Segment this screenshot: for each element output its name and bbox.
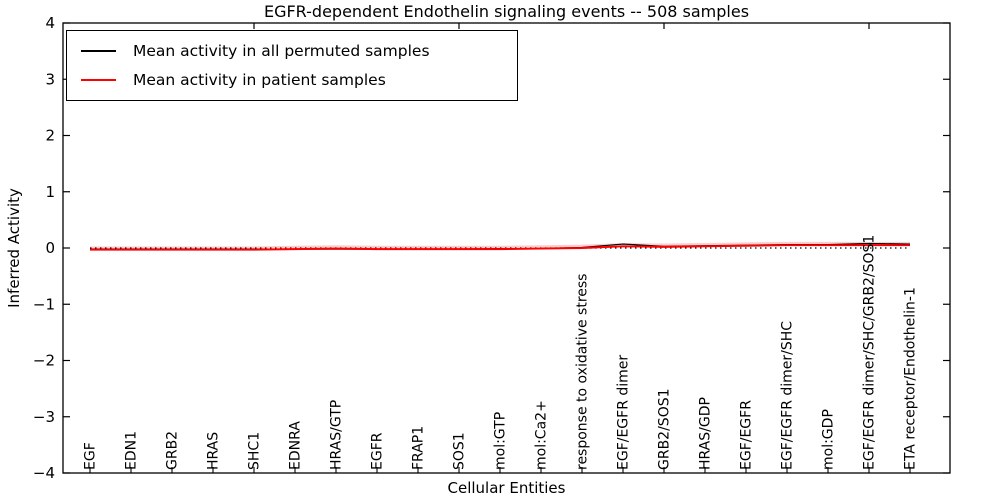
- x-tick-label: SHC1: [247, 432, 263, 470]
- y-tick-label: 3: [45, 70, 55, 88]
- legend-item-patient: Mean activity in patient samples: [67, 65, 517, 94]
- x-tick-label: mol:GDP: [821, 409, 837, 470]
- y-tick-label: 4: [45, 14, 55, 32]
- y-tick-label: 2: [45, 127, 55, 145]
- x-tick-label: EGF/EGFR dimer/SHC: [780, 321, 796, 470]
- x-tick-label: EDN1: [124, 431, 140, 470]
- x-tick-label: GRB2: [165, 431, 181, 470]
- x-tick-label: response to oxidative stress: [575, 274, 591, 470]
- x-tick-label: EDNRA: [288, 421, 304, 470]
- y-tick-label: −3: [33, 408, 55, 426]
- y-tick-label: 0: [45, 239, 55, 257]
- y-tick-label: −4: [33, 464, 55, 482]
- x-tick-label: mol:Ca2+: [534, 400, 550, 470]
- y-tick-label: −2: [33, 352, 55, 370]
- y-tick-label: 1: [45, 183, 55, 201]
- x-tick-label: SOS1: [452, 432, 468, 470]
- legend-label: Mean activity in patient samples: [133, 70, 386, 89]
- x-tick-label: GRB2/SOS1: [657, 388, 673, 470]
- legend-line-sample-red: [81, 78, 116, 81]
- legend-item-permuted: Mean activity in all permuted samples: [67, 36, 517, 65]
- x-tick-label: HRAS/GDP: [698, 397, 714, 470]
- chart-title: EGFR-dependent Endothelin signaling even…: [263, 2, 750, 21]
- x-tick-label: EGF/EGFR dimer: [616, 355, 632, 470]
- x-tick-label: ETA receptor/Endothelin-1: [903, 287, 919, 470]
- x-axis-title: Cellular Entities: [447, 479, 566, 497]
- patient-series-line: [90, 244, 910, 251]
- legend: Mean activity in all permuted samples Me…: [66, 30, 518, 101]
- x-tick-label: EGF/EGFR dimer/SHC/GRB2/SOS1: [862, 235, 878, 470]
- y-tick-label: −1: [33, 295, 55, 313]
- x-tick-label: HRAS: [206, 432, 222, 470]
- legend-line-sample-black: [81, 49, 116, 52]
- patient-series-fuzz: [90, 241, 910, 250]
- legend-label: Mean activity in all permuted samples: [133, 41, 430, 60]
- x-tick-label: mol:GTP: [493, 412, 509, 470]
- x-tick-label: EGF/EGFR: [739, 400, 755, 470]
- x-tick-label: HRAS/GTP: [329, 400, 345, 470]
- x-tick-label: FRAP1: [411, 426, 427, 470]
- x-tick-label: EGF: [83, 442, 99, 470]
- x-tick-label: EGFR: [370, 432, 386, 470]
